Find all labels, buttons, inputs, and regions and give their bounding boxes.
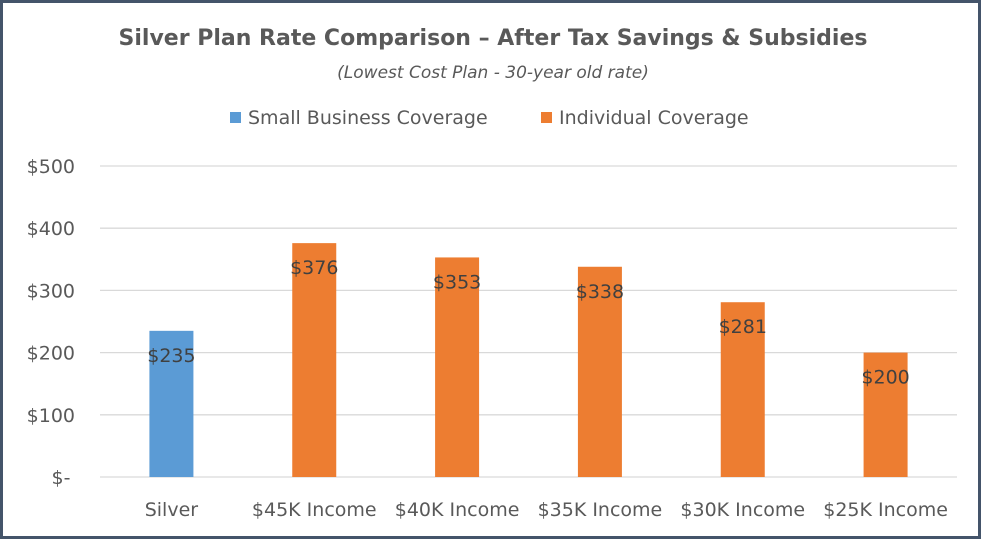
legend: Small Business Coverage Individual Cover…	[230, 107, 749, 129]
y-tick-label: $400	[27, 218, 75, 240]
data-label: $235	[147, 345, 195, 367]
y-tick-label: $-	[52, 467, 71, 489]
x-tick-label: $40K Income	[395, 499, 520, 521]
legend-label-individual: Individual Coverage	[559, 107, 749, 129]
x-tick-label: $45K Income	[252, 499, 377, 521]
data-label: $353	[433, 271, 481, 293]
y-tick-label: $200	[27, 343, 75, 365]
x-tick-label: $35K Income	[538, 499, 663, 521]
y-tick-label: $500	[27, 156, 75, 178]
y-tick-label: $100	[27, 405, 75, 427]
bar--25k-income	[863, 352, 908, 477]
bar--30k-income	[720, 302, 765, 477]
x-tick-label: Silver	[145, 499, 199, 521]
y-tick-label: $300	[27, 280, 75, 302]
bar-silver	[149, 330, 194, 477]
data-label: $338	[576, 281, 624, 303]
bar-chart: Silver Plan Rate Comparison – After Tax …	[27, 26, 957, 521]
x-tick-label: $30K Income	[680, 499, 805, 521]
bar--35k-income	[577, 266, 622, 477]
bar--40k-income	[435, 257, 480, 477]
chart-subtitle: (Lowest Cost Plan - 30-year old rate)	[337, 63, 649, 83]
legend-swatch-individual	[541, 112, 552, 123]
legend-label-small-business: Small Business Coverage	[248, 107, 488, 129]
legend-swatch-small-business	[230, 112, 241, 123]
data-label: $281	[719, 316, 767, 338]
bar--45k-income	[292, 243, 337, 477]
data-label: $200	[861, 367, 909, 389]
chart-title: Silver Plan Rate Comparison – After Tax …	[119, 26, 868, 51]
x-tick-label: $25K Income	[823, 499, 948, 521]
data-label: $376	[290, 257, 338, 279]
